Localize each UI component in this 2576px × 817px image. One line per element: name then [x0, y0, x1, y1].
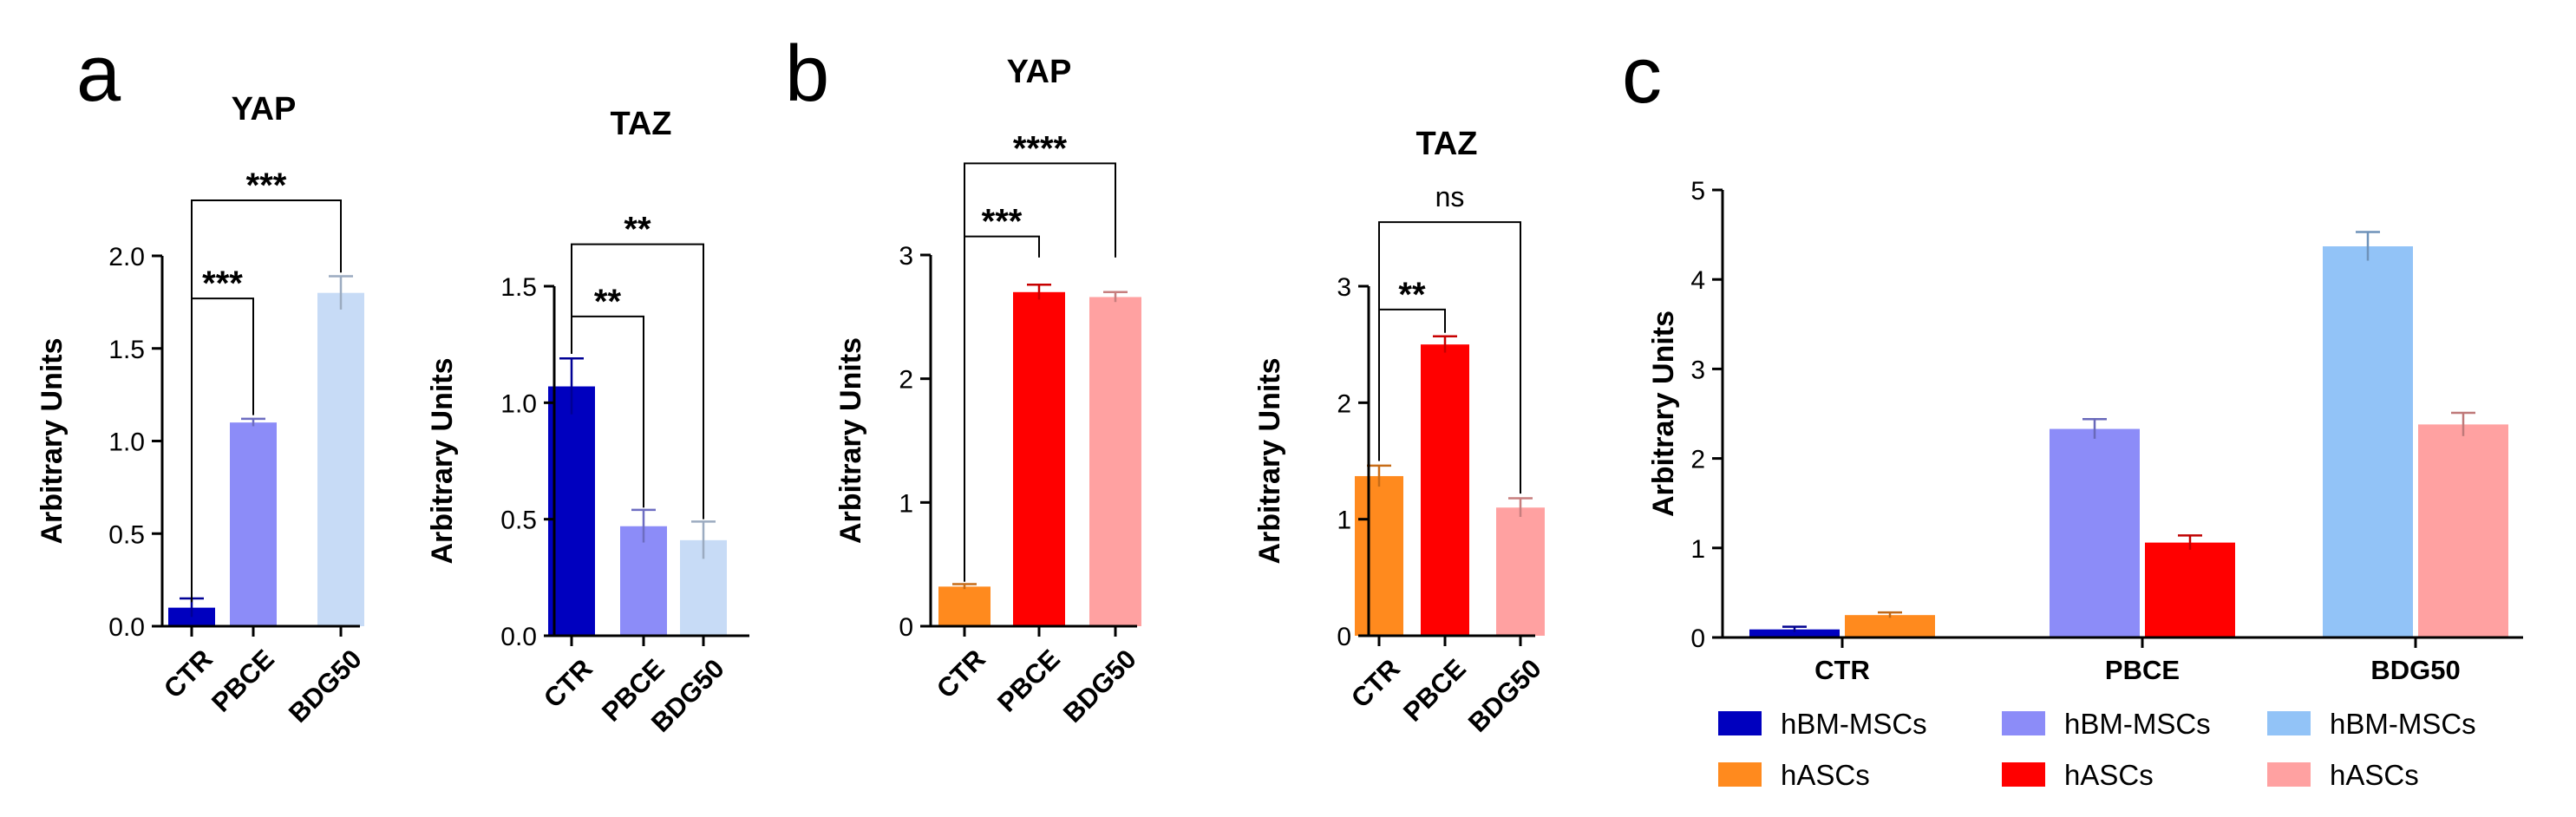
chart-title: TAZ — [610, 106, 671, 142]
y-tick-label: 0 — [1337, 623, 1351, 651]
legend-label: hBM-MSCs — [2330, 708, 2476, 740]
y-tick-label: 3 — [1337, 273, 1351, 302]
y-tick-label: 1.0 — [500, 389, 537, 418]
y-tick-label: 0.5 — [500, 507, 537, 535]
legend-label: hASCs — [1781, 759, 1870, 791]
bar-hASCs-PBCE — [2145, 542, 2235, 637]
x-tick-label: BDG50 — [2370, 655, 2460, 685]
panel-letter-c: c — [1622, 31, 1662, 120]
significance-bracket — [571, 243, 704, 520]
legend-swatch — [2002, 762, 2045, 787]
y-tick-label: 2 — [899, 366, 913, 395]
significance-label: *** — [202, 265, 243, 303]
significance-bracket — [1378, 221, 1521, 494]
bar-hBM-MSCs-BDG50 — [2323, 246, 2413, 637]
x-tick-label: PBCE — [2105, 655, 2180, 685]
y-tick-label: 1 — [1690, 535, 1705, 564]
y-tick-label: 1 — [1337, 507, 1351, 535]
legend-swatch — [2002, 711, 2045, 735]
y-axis-label: Arbitrary Units — [1647, 310, 1680, 517]
chart-title: YAP — [1007, 54, 1072, 90]
legend-swatch — [1718, 711, 1762, 735]
bar-PBCE — [1421, 344, 1469, 636]
bar-BDG50 — [317, 292, 364, 626]
significance-label: ** — [624, 211, 651, 249]
chart-title: TAZ — [1415, 126, 1477, 162]
bar-CTR — [938, 586, 991, 626]
x-tick-label: CTR — [931, 644, 991, 704]
y-tick-label: 0 — [1690, 624, 1705, 653]
bar-hBM-MSCs-CTR — [1749, 629, 1840, 637]
x-tick-label: BDG50 — [1462, 653, 1547, 738]
significance-label: ns — [1435, 181, 1465, 212]
y-tick-label: 0.0 — [500, 623, 537, 651]
legend-label: hBM-MSCs — [2064, 708, 2211, 740]
y-tick-label: 2 — [1337, 389, 1351, 418]
y-tick-label: 0 — [899, 613, 913, 642]
y-tick-label: 1 — [899, 489, 913, 518]
panel-letter-b: b — [785, 29, 829, 118]
y-tick-label: 1.0 — [108, 428, 145, 457]
significance-label: ** — [1398, 276, 1426, 314]
chart-c_grouped: 0 1 2 3 4 5 Arbitrary Units CTR PBCE BDG50 hBM-MSC… — [1647, 177, 2523, 791]
bar-BDG50 — [1089, 297, 1141, 626]
significance-label: *** — [246, 167, 287, 205]
y-tick-label: 3 — [1690, 356, 1705, 384]
bar-hASCs-BDG50 — [2418, 424, 2508, 637]
y-tick-label: 3 — [899, 242, 913, 271]
significance-bracket — [191, 199, 342, 603]
y-axis-label: Arbitrary Units — [426, 357, 459, 564]
y-tick-label: 1.5 — [500, 273, 537, 302]
y-axis-label: Arbitrary Units — [834, 337, 867, 544]
x-tick-label: PBCE — [991, 644, 1066, 718]
bar-CTR — [548, 386, 595, 636]
x-tick-label: BDG50 — [283, 644, 368, 729]
bar-CTR — [1355, 475, 1403, 636]
bar-PBCE — [230, 422, 277, 626]
significance-bracket — [964, 162, 1116, 582]
y-tick-label: 1.5 — [108, 336, 145, 364]
bar-hBM-MSCs-PBCE — [2050, 428, 2140, 637]
bar-PBCE — [620, 526, 667, 636]
y-tick-label: 2 — [1690, 446, 1705, 474]
bar-hASCs-CTR — [1845, 615, 1935, 637]
legend-label: hASCs — [2064, 759, 2154, 791]
y-tick-label: 0.5 — [108, 520, 145, 549]
y-tick-label: 0.0 — [108, 613, 145, 642]
legend-swatch — [2267, 762, 2311, 787]
chart-title: YAP — [232, 91, 297, 127]
legend-label: hASCs — [2330, 759, 2419, 791]
x-tick-label: CTR — [538, 653, 598, 714]
y-tick-label: 5 — [1690, 177, 1705, 206]
x-tick-label: PBCE — [206, 644, 280, 718]
legend-swatch — [1718, 762, 1762, 787]
y-tick-label: 2.0 — [108, 243, 145, 271]
y-axis-label: Arbitrary Units — [36, 337, 69, 544]
x-tick-label: PBCE — [1397, 653, 1472, 728]
significance-label: **** — [1013, 129, 1068, 167]
y-axis-label: Arbitrary Units — [1253, 357, 1286, 564]
panel-letter-a: a — [76, 29, 121, 118]
bar-PBCE — [1013, 291, 1065, 626]
significance-label: ** — [594, 283, 622, 321]
x-tick-label: CTR — [1345, 653, 1406, 714]
x-tick-label: BDG50 — [1057, 644, 1142, 729]
significance-label: *** — [982, 203, 1023, 241]
x-tick-label: CTR — [1814, 655, 1870, 685]
legend-label: hBM-MSCs — [1781, 708, 1927, 740]
legend-swatch — [2267, 711, 2311, 735]
bar-BDG50 — [1496, 507, 1545, 636]
y-tick-label: 4 — [1690, 266, 1705, 295]
